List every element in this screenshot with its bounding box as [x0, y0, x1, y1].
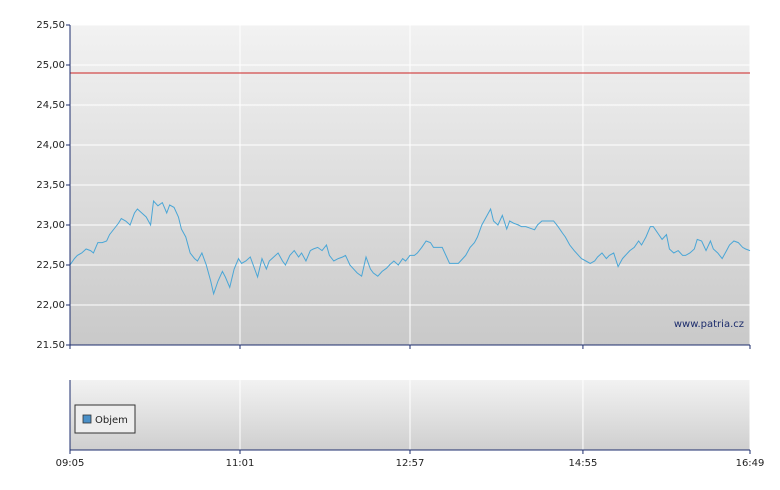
y-tick-label: 21.50: [36, 340, 65, 351]
marks: [69, 72, 751, 296]
y-tick-label: 23,00: [36, 220, 65, 231]
y-tick-label: 25,50: [36, 20, 65, 31]
x-tick-label: 14:55: [569, 458, 598, 469]
x-tick-label: 16:49: [736, 458, 765, 469]
x-tick-label: 09:05: [56, 458, 85, 469]
grid: [69, 24, 751, 450]
y-tick-label: 22,50: [36, 260, 65, 271]
y-tick-label: 22,00: [36, 300, 65, 311]
x-tick-label: 11:01: [226, 458, 255, 469]
y-tick-label: 23,50: [36, 180, 65, 191]
watermark: www.patria.cz: [674, 319, 744, 330]
legend-swatch: [82, 414, 92, 424]
x-tick-label: 12:57: [396, 458, 425, 469]
y-tick-label: 25,00: [36, 60, 65, 71]
y-tick-label: 24,00: [36, 140, 65, 151]
y-tick-label: 24,50: [36, 100, 65, 111]
price-line: [69, 199, 751, 296]
legend-label: Objem: [95, 415, 128, 426]
